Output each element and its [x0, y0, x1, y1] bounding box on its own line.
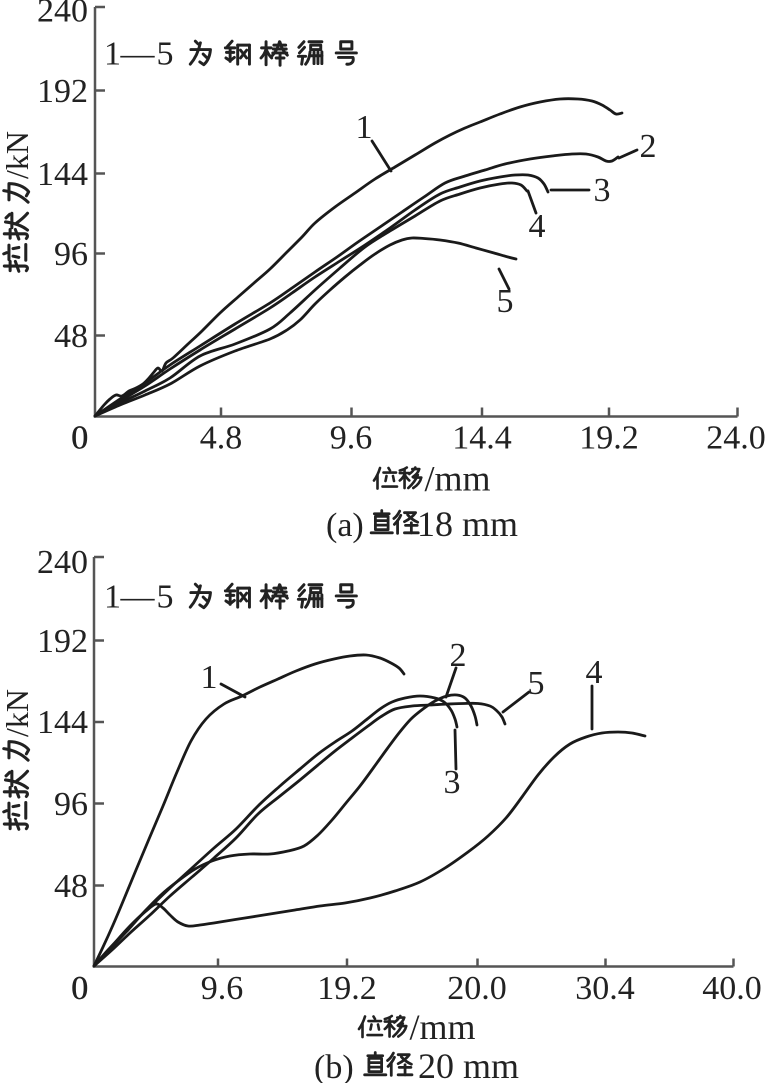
svg-text:240: 240 — [37, 544, 88, 581]
svg-text:5: 5 — [157, 36, 174, 73]
svg-text:40.0: 40.0 — [702, 970, 762, 1007]
svg-text:192: 192 — [37, 73, 88, 110]
svg-text:0: 0 — [72, 970, 89, 1007]
svg-text:19.2: 19.2 — [579, 420, 639, 457]
svg-text:3: 3 — [444, 764, 461, 801]
svg-text:/mm: /mm — [425, 459, 491, 499]
svg-text:(a): (a) — [326, 507, 364, 544]
svg-text:/kN: /kN — [0, 131, 35, 179]
svg-text:96: 96 — [54, 236, 88, 273]
svg-text:1: 1 — [201, 659, 218, 696]
svg-text:/kN: /kN — [0, 689, 35, 737]
svg-text:5: 5 — [497, 283, 514, 320]
svg-text:1: 1 — [356, 109, 373, 146]
svg-text:192: 192 — [37, 623, 88, 660]
svg-text:20.0: 20.0 — [447, 970, 507, 1007]
svg-text:5: 5 — [157, 579, 174, 616]
svg-text:5: 5 — [528, 665, 545, 702]
svg-text:(b): (b) — [314, 1049, 354, 1083]
svg-text:0: 0 — [71, 420, 88, 457]
svg-text:144: 144 — [37, 704, 88, 741]
svg-text:/mm: /mm — [410, 1007, 476, 1047]
svg-text:4.8: 4.8 — [200, 420, 243, 457]
svg-text:20 mm: 20 mm — [418, 1046, 519, 1083]
svg-text:2: 2 — [640, 128, 657, 165]
svg-text:4: 4 — [529, 208, 546, 245]
svg-text:3: 3 — [594, 172, 611, 209]
svg-text:144: 144 — [37, 156, 88, 193]
svg-text:9.6: 9.6 — [201, 970, 244, 1007]
svg-text:96: 96 — [54, 786, 88, 823]
svg-text:0: 0 — [71, 970, 88, 1007]
svg-text:18 mm: 18 mm — [417, 504, 518, 544]
svg-text:48: 48 — [54, 868, 88, 905]
svg-text:240: 240 — [37, 0, 88, 30]
svg-text:—: — — [120, 579, 156, 616]
svg-text:9.6: 9.6 — [330, 420, 373, 457]
svg-text:19.2: 19.2 — [317, 970, 377, 1007]
svg-text:24.0: 24.0 — [706, 420, 766, 457]
svg-text:48: 48 — [54, 318, 88, 355]
svg-text:14.4: 14.4 — [452, 420, 512, 457]
svg-text:0: 0 — [72, 420, 89, 457]
svg-text:—: — — [120, 36, 156, 73]
svg-text:1: 1 — [104, 36, 121, 73]
svg-text:1: 1 — [104, 579, 121, 616]
svg-text:2: 2 — [450, 637, 467, 674]
svg-text:4: 4 — [586, 654, 603, 691]
svg-text:30.4: 30.4 — [575, 970, 635, 1007]
